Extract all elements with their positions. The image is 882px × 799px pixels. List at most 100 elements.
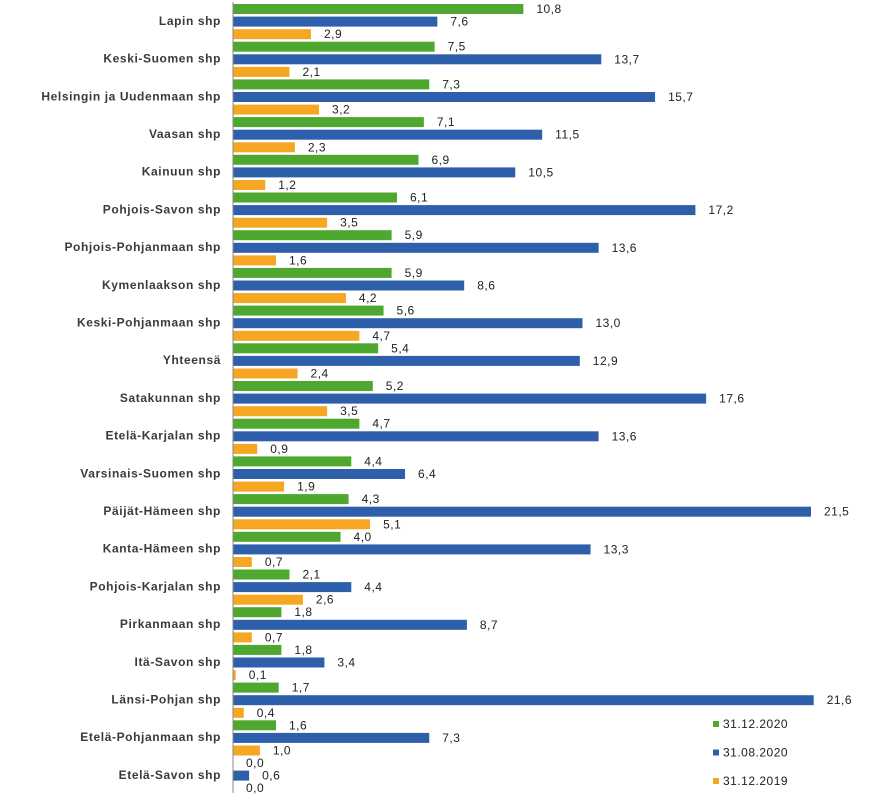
data-label-paijat-hameen-shp-series-1: 4,3 xyxy=(362,492,380,506)
category-label-helsingin-ja-uudenmaan-shp: Helsingin ja Uudenmaan shp xyxy=(41,89,221,103)
legend-swatch-series-1 xyxy=(713,721,719,727)
bar-etela-karjalan-shp-series-2 xyxy=(233,431,599,442)
data-label-yhteensa-series-1: 5,4 xyxy=(391,341,409,355)
bar-kainuun-shp-series-1 xyxy=(233,154,419,165)
legend-label-series-2: 31.08.2020 xyxy=(723,746,788,760)
bar-paijat-hameen-shp-series-1 xyxy=(233,494,349,505)
category-label-varsinais-suomen-shp: Varsinais-Suomen shp xyxy=(80,466,221,480)
data-label-kainuun-shp-series-2: 10,5 xyxy=(528,165,553,179)
data-label-etela-pohjanmaan-shp-series-1: 1,6 xyxy=(289,718,307,732)
category-label-etela-karjalan-shp: Etelä-Karjalan shp xyxy=(105,429,221,443)
bar-kymenlaakson-shp-series-2 xyxy=(233,280,465,291)
bar-keski-pohjanmaan-shp-series-3 xyxy=(233,330,360,341)
data-label-satakunnan-shp-series-2: 17,6 xyxy=(719,392,744,406)
data-label-etela-karjalan-shp-series-3: 0,9 xyxy=(270,442,288,456)
bar-ita-savon-shp-series-2 xyxy=(233,657,325,668)
bar-etela-savon-shp-series-2 xyxy=(233,770,250,781)
data-label-paijat-hameen-shp-series-3: 5,1 xyxy=(383,517,401,531)
legend-swatch-series-2 xyxy=(713,749,719,756)
data-label-lansi-pohjan-shp-series-1: 1,7 xyxy=(292,681,310,695)
bar-lansi-pohjan-shp-series-2 xyxy=(233,695,814,706)
bar-yhteensa-series-3 xyxy=(233,368,298,379)
legend-label-series-1: 31.12.2020 xyxy=(723,717,788,731)
data-label-yhteensa-series-2: 12,9 xyxy=(593,354,618,368)
bar-varsinais-suomen-shp-series-3 xyxy=(233,481,285,492)
data-label-varsinais-suomen-shp-series-3: 1,9 xyxy=(297,480,315,494)
bar-pirkanmaan-shp-series-3 xyxy=(233,632,252,643)
bar-etela-pohjanmaan-shp-series-1 xyxy=(233,720,277,731)
category-label-kanta-hameen-shp: Kanta-Hämeen shp xyxy=(103,542,221,556)
category-label-vaasan-shp: Vaasan shp xyxy=(149,127,221,141)
bar-pohjois-karjalan-shp-series-2 xyxy=(233,582,352,593)
data-label-lapin-shp-series-2: 7,6 xyxy=(450,15,468,29)
bar-kanta-hameen-shp-series-3 xyxy=(233,557,252,567)
category-label-ita-savon-shp: Itä-Savon shp xyxy=(135,655,221,669)
data-label-keski-pohjanmaan-shp-series-2: 13,0 xyxy=(595,316,620,330)
bar-pohjois-pohjanmaan-shp-series-3 xyxy=(233,255,277,266)
bar-pohjois-pohjanmaan-shp-series-2 xyxy=(233,242,599,253)
data-label-etela-savon-shp-series-3: 0,0 xyxy=(246,781,264,795)
bar-pirkanmaan-shp-series-2 xyxy=(233,619,467,630)
legend: 31.12.2020 31.08.2020 31.12.2019 xyxy=(713,717,788,788)
bar-varsinais-suomen-shp-series-1 xyxy=(233,456,352,467)
bar-keski-suomen-shp-series-3 xyxy=(233,66,290,77)
data-label-etela-savon-shp-series-2: 0,6 xyxy=(262,769,280,783)
bar-helsingin-ja-uudenmaan-shp-series-1 xyxy=(233,79,430,90)
bar-yhteensa-series-2 xyxy=(233,355,580,366)
bar-keski-pohjanmaan-shp-series-1 xyxy=(233,305,384,316)
category-label-kainuun-shp: Kainuun shp xyxy=(142,165,221,179)
data-label-ita-savon-shp-series-1: 1,8 xyxy=(294,643,312,657)
bar-pohjois-savon-shp-series-1 xyxy=(233,192,397,203)
bar-vaasan-shp-series-1 xyxy=(233,117,424,128)
data-label-ita-savon-shp-series-2: 3,4 xyxy=(337,656,355,670)
bar-satakunnan-shp-series-1 xyxy=(233,381,373,391)
bar-pohjois-pohjanmaan-shp-series-1 xyxy=(233,230,392,241)
data-label-vaasan-shp-series-3: 2,3 xyxy=(308,140,326,154)
bar-paijat-hameen-shp-series-2 xyxy=(233,506,811,517)
bars-layer: 10,8 7,6 2,9 7,5 13,7 2,1 7,3 15,7 3,2 7,1 11,5 2,3… xyxy=(233,2,852,795)
legend-label-series-3: 31.12.2019 xyxy=(723,774,788,788)
data-label-pirkanmaan-shp-series-2: 8,7 xyxy=(480,618,498,632)
bar-lansi-pohjan-shp-series-1 xyxy=(233,682,279,693)
data-label-lansi-pohjan-shp-series-2: 21,6 xyxy=(827,693,852,707)
data-label-pohjois-savon-shp-series-3: 3,5 xyxy=(340,216,358,230)
data-label-satakunnan-shp-series-3: 3,5 xyxy=(340,404,358,418)
bar-etela-karjalan-shp-series-3 xyxy=(233,443,258,454)
data-label-helsingin-ja-uudenmaan-shp-series-3: 3,2 xyxy=(332,103,350,117)
data-label-satakunnan-shp-series-1: 5,2 xyxy=(386,379,404,393)
bar-varsinais-suomen-shp-series-2 xyxy=(233,469,406,479)
data-label-pohjois-pohjanmaan-shp-series-2: 13,6 xyxy=(612,241,637,255)
bar-satakunnan-shp-series-3 xyxy=(233,406,328,417)
data-label-helsingin-ja-uudenmaan-shp-series-2: 15,7 xyxy=(668,90,693,104)
bar-kanta-hameen-shp-series-2 xyxy=(233,544,591,555)
data-label-etela-pohjanmaan-shp-series-3: 1,0 xyxy=(273,744,291,758)
data-label-kymenlaakson-shp-series-2: 8,6 xyxy=(477,279,495,293)
data-label-lansi-pohjan-shp-series-3: 0,4 xyxy=(257,706,275,720)
data-label-ita-savon-shp-series-3: 0,1 xyxy=(249,668,267,682)
bar-pohjois-karjalan-shp-series-3 xyxy=(233,594,303,605)
category-label-paijat-hameen-shp: Päijät-Hämeen shp xyxy=(103,504,221,518)
bar-vaasan-shp-series-2 xyxy=(233,129,543,140)
data-label-etela-pohjanmaan-shp-series-2: 7,3 xyxy=(442,731,460,745)
bar-ita-savon-shp-series-1 xyxy=(233,644,282,655)
category-label-lapin-shp: Lapin shp xyxy=(159,14,221,28)
data-label-kainuun-shp-series-3: 1,2 xyxy=(278,178,296,192)
bar-pohjois-karjalan-shp-series-1 xyxy=(233,569,290,580)
bar-ita-savon-shp-series-3 xyxy=(233,670,236,681)
data-label-keski-suomen-shp-series-3: 2,1 xyxy=(302,65,320,79)
data-label-vaasan-shp-series-2: 11,5 xyxy=(555,128,579,142)
data-label-yhteensa-series-3: 2,4 xyxy=(311,367,329,381)
data-label-kanta-hameen-shp-series-1: 4,0 xyxy=(354,530,372,544)
bar-pohjois-savon-shp-series-3 xyxy=(233,217,328,228)
data-label-pirkanmaan-shp-series-3: 0,7 xyxy=(265,630,283,644)
data-label-paijat-hameen-shp-series-2: 21,5 xyxy=(824,505,849,519)
bar-satakunnan-shp-series-2 xyxy=(233,393,707,404)
data-label-etela-savon-shp-series-1: 0,0 xyxy=(246,756,264,770)
legend-swatch-series-3 xyxy=(713,778,719,784)
data-label-etela-karjalan-shp-series-1: 4,7 xyxy=(372,417,390,431)
data-label-etela-karjalan-shp-series-2: 13,6 xyxy=(612,429,637,443)
bar-keski-suomen-shp-series-1 xyxy=(233,41,435,52)
data-label-kainuun-shp-series-1: 6,9 xyxy=(431,153,449,167)
